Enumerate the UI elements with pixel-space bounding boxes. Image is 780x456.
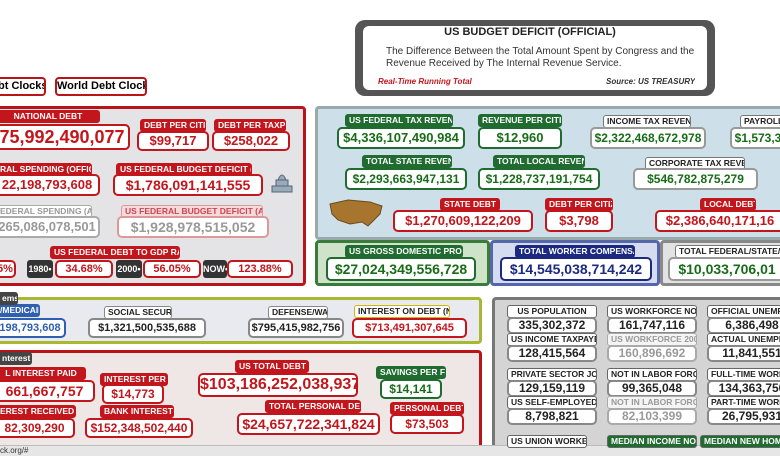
ratio-item: NOW• — [203, 260, 227, 278]
clock-value: $10,033,706,01 — [668, 257, 780, 281]
clock-value: $3,798 — [545, 210, 613, 232]
clock-label: US TOTAL DEBT — [235, 360, 309, 373]
clock-label: TOTAL STATE REVENUE — [362, 155, 452, 168]
clock-value: $1,573,3 — [730, 127, 780, 149]
clock-value: $2,293,663,947,131 — [345, 168, 467, 190]
ratio-item: 5% — [0, 260, 16, 278]
clock-value: 26,795,931 — [707, 408, 780, 425]
clock-value: 75,992,490,077 — [0, 124, 130, 150]
clock-value: $546,782,875,279 — [633, 168, 758, 190]
ratio-item: 2000• — [116, 260, 142, 278]
bottom-label: MEDIAN INCOME NOW — [607, 435, 697, 448]
ratio-item: 34.68% — [55, 260, 113, 278]
clock-value: $27,024,349,556,728 — [326, 257, 476, 281]
usa-map-icon — [329, 199, 383, 227]
ratio-label: US FEDERAL DEBT TO GDP RATIO — [50, 246, 180, 259]
clock-value: 134,363,750 — [707, 380, 780, 397]
clock-value: $14,141 — [380, 379, 442, 399]
clock-label: NATIONAL DEBT — [0, 110, 100, 123]
clock-value: 335,302,372 — [507, 317, 597, 334]
clock-value: $73,503 — [390, 414, 464, 434]
clock-value: 129,159,119 — [507, 380, 597, 397]
clock-value: 6,386,498 — [707, 317, 780, 334]
clock-value: $795,415,982,756 — [248, 318, 344, 338]
clock-label: EREST RECEIVED — [0, 405, 76, 418]
capitol-icon — [271, 174, 293, 193]
ratio-item: 1980• — [27, 260, 53, 278]
section-tab: nterest — [0, 352, 32, 365]
clock-label: /MEDICAID — [0, 304, 40, 317]
clock-value: 82,103,399 — [607, 408, 697, 425]
ratio-item: 123.88% — [227, 260, 293, 278]
status-bar: ck.org/# — [0, 445, 780, 456]
clock-value: 198,793,608 — [0, 318, 66, 338]
clock-value: 11,841,551 — [707, 345, 780, 362]
nav-button[interactable]: bt Clocks — [0, 77, 46, 96]
clock-value: 22,198,793,608 — [0, 174, 100, 196]
clock-value: $24,657,722,341,824 — [237, 413, 380, 435]
ratio-item: 56.05% — [143, 260, 201, 278]
clock-value: 160,896,692 — [607, 345, 697, 362]
bottom-label: MEDIAN NEW HOME — [700, 435, 780, 448]
clock-value: $152,348,502,440 — [85, 418, 193, 438]
clock-value: $4,336,107,490,984 — [337, 127, 465, 149]
clock-value: $258,022 — [212, 131, 290, 151]
clock-value: $14,545,038,714,242 — [500, 257, 652, 281]
clock-value: $1,786,091,141,555 — [113, 174, 263, 196]
tooltip-description: The Difference Between the Total Amount … — [386, 46, 695, 69]
clock-value: 82,309,290 — [0, 418, 75, 438]
clock-value: $14,773 — [102, 384, 164, 404]
clock-label: US FEDERAL TAX REVENUE — [345, 114, 453, 127]
clock-label: TOTAL PERSONAL DEBT — [265, 400, 361, 413]
clock-label: SAVINGS PER FAMILY — [376, 366, 446, 379]
clock-value: $12,960 — [478, 127, 562, 149]
clock-value: $103,186,252,038,937 — [198, 373, 358, 397]
clock-value: $1,270,609,122,209 — [393, 210, 533, 232]
clock-value: $2,322,468,672,978 — [590, 127, 706, 149]
clock-label: TOTAL LOCAL REVENUE — [493, 155, 585, 168]
clock-value: 99,365,048 — [607, 380, 697, 397]
clock-value: $99,717 — [137, 131, 209, 151]
clock-value: 128,415,564 — [507, 345, 597, 362]
clock-label: BANK INTEREST PAID — [100, 405, 174, 418]
clock-value: 265,086,078,501 — [0, 216, 100, 238]
clock-label: L INTEREST PAID — [0, 367, 86, 380]
tooltip-source: Source: US TREASURY — [606, 77, 696, 86]
clock-value: $1,228,737,191,754 — [478, 168, 600, 190]
clock-value: 161,747,116 — [607, 317, 697, 334]
section-tab: ems — [0, 292, 18, 305]
clock-value: $1,928,978,515,052 — [117, 216, 269, 238]
tooltip-note: Real-Time Running Total — [378, 77, 472, 86]
clock-value: 661,667,757 — [0, 380, 95, 402]
tooltip-title: US BUDGET DEFICIT (OFFICIAL) — [444, 26, 616, 38]
clock-value: 8,798,821 — [507, 408, 597, 425]
clock-label: REVENUE PER CITIZEN — [478, 114, 562, 127]
clock-value: $713,491,307,645 — [352, 318, 467, 338]
clock-value: $2,386,640,171,16 — [655, 210, 780, 232]
clock-value: $1,321,500,535,688 — [88, 318, 206, 338]
clock-label: INTEREST ON DEBT (NET) — [354, 305, 450, 318]
bottom-label: US UNION WORKERS — [507, 435, 587, 448]
nav-button[interactable]: World Debt Clocks — [55, 77, 147, 96]
tooltip-box — [363, 26, 707, 90]
